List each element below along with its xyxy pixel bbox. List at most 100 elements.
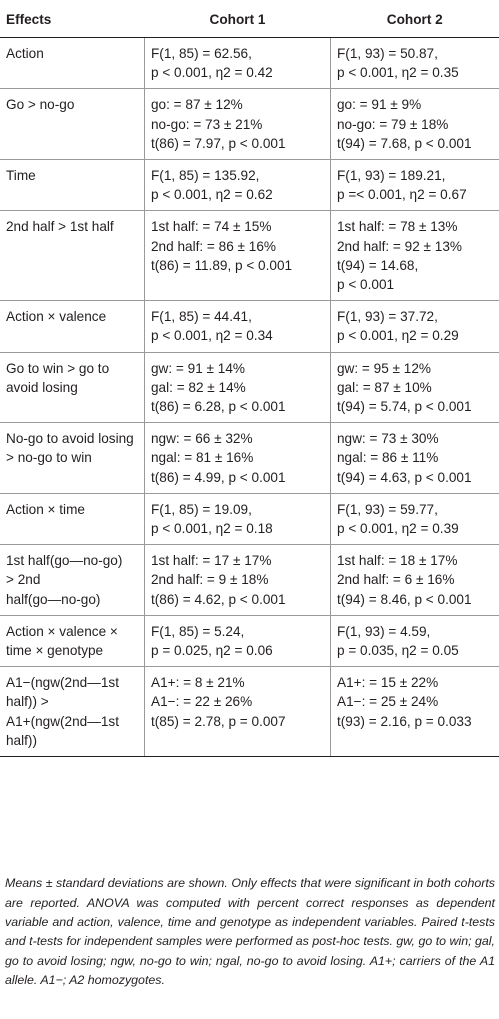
stat-line: go: = 87 ± 12% <box>151 97 243 113</box>
stat-line: F(1, 85) = 135.92, <box>151 168 260 184</box>
stat-line: 2nd half: = 92 ± 13% <box>337 238 462 254</box>
cohort-2-cell: A1+: = 15 ± 22% A1−: = 25 ± 24% t(93) = 2.… <box>330 666 499 758</box>
stat-line: F(1, 93) = 59.77, <box>337 501 438 517</box>
stat-line: F(1, 85) = 62.56, <box>151 46 252 61</box>
stat-line: F(1, 93) = 37.72, <box>337 309 438 325</box>
effect-cell: A1−(ngw(2nd—1st half)) > A1+(ngw(2nd—1st ha… <box>0 666 145 758</box>
cohort-1-cell: F(1, 85) = 5.24, p = 0.025, η2 = 0.06 <box>144 615 331 668</box>
cohort-2-cell: ngw: = 73 ± 30% ngal: = 86 ± 11% t(94) = 4… <box>330 422 499 494</box>
stat-line: ngw: = 66 ± 32% <box>151 431 253 447</box>
cohort-1-cell: F(1, 85) = 19.09, p < 0.001, η2 = 0.18 <box>144 493 331 546</box>
effect-cell: Action × valence <box>0 300 145 353</box>
effect-cell: Action <box>0 37 145 90</box>
effect-label-line: No-go to avoid losing <box>6 431 134 447</box>
effect-label-line: half(go—no-go) <box>6 591 101 607</box>
stat-line: gw: = 91 ± 14% <box>151 360 245 376</box>
cohort-1-cell: F(1, 85) = 135.92, p < 0.001, η2 = 0.62 <box>144 159 331 212</box>
stat-line: 1st half: = 78 ± 13% <box>337 219 458 235</box>
table-row: Action F(1, 85) = 62.56, p < 0.001, η2 = 0… <box>0 37 499 90</box>
table-row: Time F(1, 85) = 135.92, p < 0.001, η2 = 0.… <box>0 159 499 212</box>
table-row: Action × valence F(1, 85) = 44.41, p < 0.0… <box>0 300 499 353</box>
effect-cell: No-go to avoid losing > no-go to win <box>0 422 145 494</box>
effect-label-line: > no-go to win <box>6 450 92 466</box>
effect-cell: Go to win > go to avoid losing <box>0 352 145 424</box>
effect-cell: Action × valence × time × genotype <box>0 615 145 668</box>
stat-line: F(1, 85) = 5.24, <box>151 623 245 639</box>
stat-line: 2nd half: = 6 ± 16% <box>337 572 455 588</box>
stat-line: F(1, 93) = 4.59, <box>337 623 431 639</box>
table-row: Action × valence × time × genotype F(1, 85… <box>0 615 499 668</box>
effect-label-line: > 2nd <box>6 572 41 588</box>
stat-line: 1st half: = 17 ± 17% <box>151 553 272 569</box>
effect-label-line: Go to win > go to <box>6 360 110 376</box>
stat-line: p < 0.001, η2 = 0.39 <box>337 521 459 537</box>
cohort-1-cell: 1st half: = 74 ± 15% 2nd half: = 86 ± 16%… <box>144 210 331 302</box>
header-effects: Effects <box>0 3 145 38</box>
stat-line: t(86) = 4.62, p < 0.001 <box>151 591 286 607</box>
table-row: Go to win > go to avoid losing gw: = 91 ± … <box>0 352 499 424</box>
stat-line: F(1, 93) = 50.87, <box>337 46 438 61</box>
cohort-2-cell: F(1, 93) = 4.59, p = 0.035, η2 = 0.05 <box>330 615 499 668</box>
stat-line: p < 0.001 <box>337 277 395 293</box>
effect-label-line: A1+(ngw(2nd—1st <box>6 713 119 729</box>
table-row: Action × time F(1, 85) = 19.09, p < 0.001,… <box>0 493 499 546</box>
effect-label-line: Action <box>6 46 44 61</box>
stat-line: A1+: = 8 ± 21% <box>151 675 245 691</box>
effect-label-line: Action × valence <box>6 309 107 325</box>
stat-line: gal: = 82 ± 14% <box>151 379 246 395</box>
header-cohort-1: Cohort 1 <box>144 3 331 38</box>
table-row: Go > no-go go: = 87 ± 12% no-go: = 73 ± 21… <box>0 88 499 161</box>
stat-line: t(94) = 4.63, p < 0.001 <box>337 469 472 485</box>
results-table: Effects Cohort 1 Cohort 2 Action F(1, 85)… <box>0 3 499 758</box>
effect-cell: Go > no-go <box>0 88 145 161</box>
stat-line: t(85) = 2.78, p = 0.007 <box>151 713 286 729</box>
stat-line: 1st half: = 74 ± 15% <box>151 219 272 235</box>
table-header-row: Effects Cohort 1 Cohort 2 <box>0 3 499 38</box>
cohort-2-cell: F(1, 93) = 59.77, p < 0.001, η2 = 0.39 <box>330 493 499 546</box>
stat-line: 2nd half: = 86 ± 16% <box>151 238 276 254</box>
stat-line: p < 0.001, η2 = 0.18 <box>151 521 273 537</box>
stat-line: F(1, 85) = 19.09, <box>151 501 252 517</box>
cohort-2-cell: F(1, 93) = 50.87, p < 0.001, η2 = 0.35 <box>330 37 499 90</box>
effect-label-line: 1st half(go—no-go) <box>6 553 123 569</box>
stat-line: p < 0.001, η2 = 0.62 <box>151 187 273 203</box>
stat-line: no-go: = 73 ± 21% <box>151 116 263 132</box>
stat-line: F(1, 93) = 189.21, <box>337 168 446 184</box>
cohort-1-cell: F(1, 85) = 62.56, p < 0.001, η2 = 0.42 <box>144 37 331 90</box>
effect-label-line: half)) <box>6 732 37 748</box>
stat-line: ngal: = 86 ± 11% <box>337 450 439 466</box>
cohort-2-cell: 1st half: = 18 ± 17% 2nd half: = 6 ± 16% t… <box>330 544 499 616</box>
effect-label-line: 2nd half > 1st half <box>6 219 114 235</box>
effect-cell: Time <box>0 159 145 212</box>
cohort-2-cell: F(1, 93) = 189.21, p =< 0.001, η2 = 0.67 <box>330 159 499 212</box>
stat-line: 2nd half: = 9 ± 18% <box>151 572 269 588</box>
header-cohort-2: Cohort 2 <box>330 3 499 38</box>
cohort-1-cell: go: = 87 ± 12% no-go: = 73 ± 21% t(86) = 7… <box>144 88 331 161</box>
stat-line: p < 0.001, η2 = 0.35 <box>337 65 459 81</box>
cohort-1-cell: 1st half: = 17 ± 17% 2nd half: = 9 ± 18% t… <box>144 544 331 616</box>
stat-line: A1−: = 25 ± 24% <box>337 694 439 710</box>
stat-line: p =< 0.001, η2 = 0.67 <box>337 187 467 203</box>
stat-line: no-go: = 79 ± 18% <box>337 116 449 132</box>
effect-cell: 2nd half > 1st half <box>0 210 145 302</box>
table-row: No-go to avoid losing > no-go to win ngw: … <box>0 422 499 494</box>
effect-label-line: time × genotype <box>6 643 104 659</box>
cohort-1-cell: A1+: = 8 ± 21% A1−: = 22 ± 26% t(85) = 2.7… <box>144 666 331 758</box>
stat-line: t(86) = 4.99, p < 0.001 <box>151 469 286 485</box>
effect-label-line: avoid losing <box>6 379 78 395</box>
stat-line: p = 0.035, η2 = 0.05 <box>337 643 459 659</box>
cohort-2-cell: go: = 91 ± 9% no-go: = 79 ± 18% t(94) = 7.… <box>330 88 499 161</box>
cohort-1-cell: gw: = 91 ± 14% gal: = 82 ± 14% t(86) = 6.2… <box>144 352 331 424</box>
stat-line: t(94) = 7.68, p < 0.001 <box>337 135 472 151</box>
cohort-1-cell: ngw: = 66 ± 32% ngal: = 81 ± 16% t(86) = 4… <box>144 422 331 494</box>
cohort-1-cell: F(1, 85) = 44.41, p < 0.001, η2 = 0.34 <box>144 300 331 353</box>
stat-line: t(86) = 7.97, p < 0.001 <box>151 135 286 151</box>
stat-line: t(93) = 2.16, p = 0.033 <box>337 713 472 729</box>
effect-cell: Action × time <box>0 493 145 546</box>
stat-line: A1+: = 15 ± 22% <box>337 675 439 691</box>
effect-label-line: half)) > <box>6 694 49 710</box>
stat-line: gal: = 87 ± 10% <box>337 379 432 395</box>
stat-line: ngw: = 73 ± 30% <box>337 431 439 447</box>
stat-line: p < 0.001, η2 = 0.42 <box>151 65 273 81</box>
